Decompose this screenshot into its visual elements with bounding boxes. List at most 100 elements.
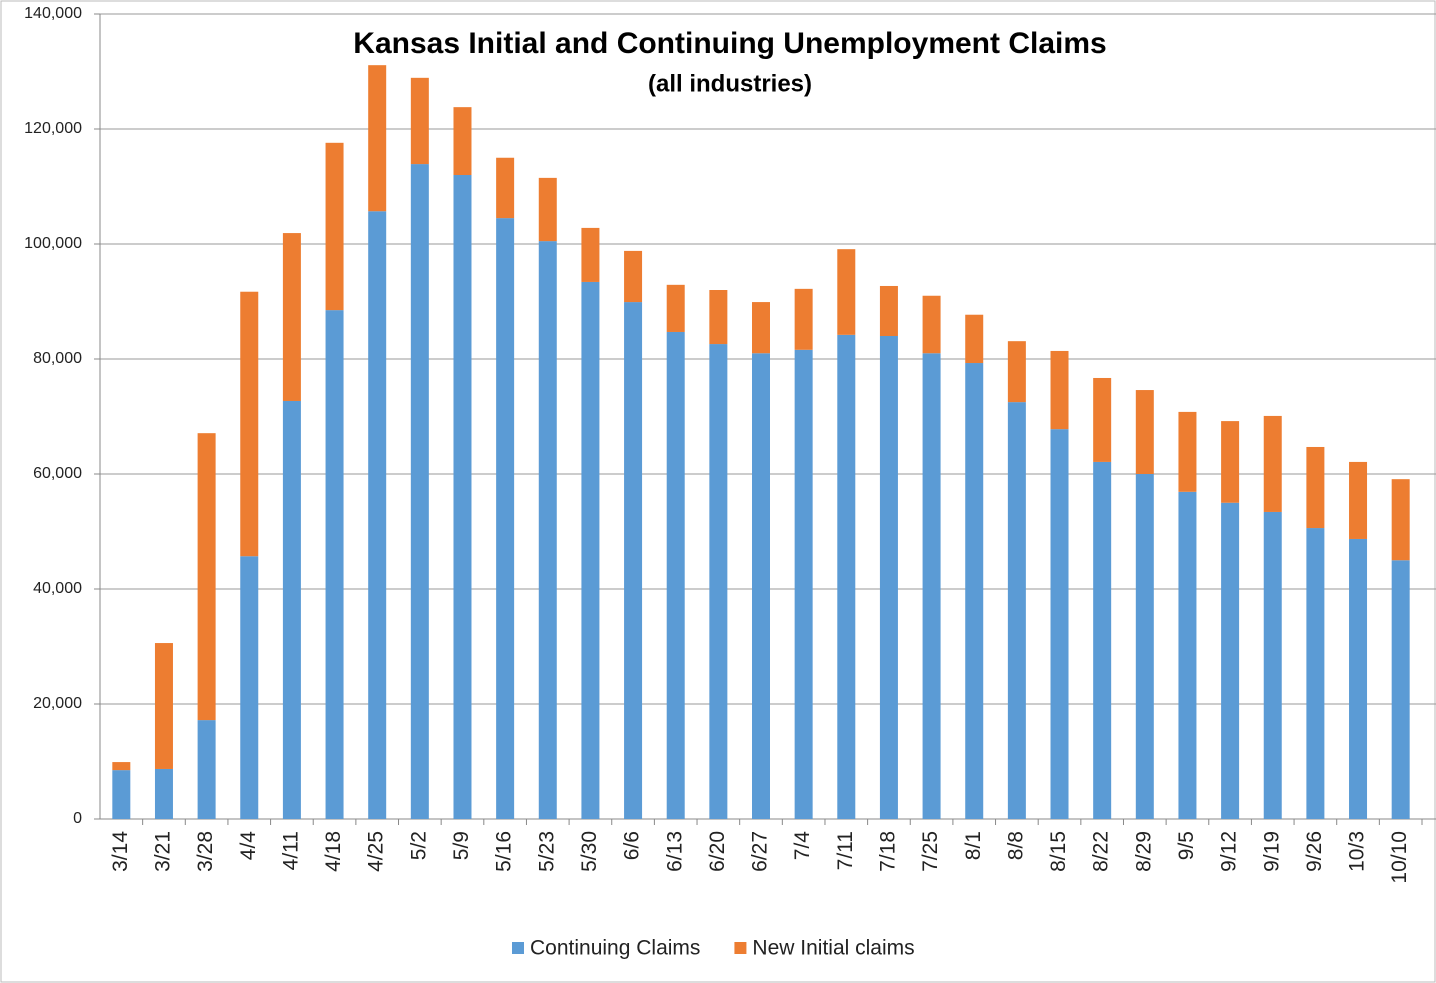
bar-segment <box>368 65 387 212</box>
bar-segment <box>282 233 301 401</box>
x-tick-label: 9/26 <box>1303 831 1326 872</box>
y-tick-label: 60,000 <box>33 465 82 482</box>
bar-segment <box>154 643 173 769</box>
bar-segment <box>879 285 898 336</box>
x-tick-label: 6/27 <box>749 831 772 872</box>
bar-segment <box>1349 461 1368 539</box>
x-tick-label: 5/23 <box>535 831 558 872</box>
bar-segment <box>837 334 856 819</box>
x-tick-label: 4/18 <box>322 831 345 872</box>
bar-segment <box>496 157 515 219</box>
x-tick-label: 9/12 <box>1218 831 1241 872</box>
bar-segment <box>965 363 984 819</box>
x-tick-label: 10/10 <box>1388 831 1411 884</box>
x-tick-label: 7/4 <box>791 831 814 861</box>
bar-segment <box>240 291 259 557</box>
bar-segment <box>794 288 813 350</box>
legend-label: New Initial claims <box>752 937 914 960</box>
x-tick-label: 7/25 <box>919 831 942 872</box>
bar-segment <box>496 218 515 819</box>
bar-segment <box>1178 491 1197 819</box>
bar-segment <box>879 336 898 819</box>
legend-swatch <box>512 942 524 954</box>
x-tick-label: 7/18 <box>876 831 899 872</box>
bar-segment <box>1135 390 1154 474</box>
bar-segment <box>410 164 429 819</box>
y-tick-label: 100,000 <box>24 235 82 252</box>
bar-segment <box>837 249 856 335</box>
bar-segment <box>1221 421 1240 503</box>
bar-segment <box>1050 350 1069 430</box>
chart-subtitle: (all industries) <box>648 70 812 97</box>
x-tick-label: 5/2 <box>407 831 430 860</box>
bar-segment <box>709 290 728 345</box>
bar-segment <box>965 314 984 364</box>
x-tick-label: 7/11 <box>834 831 857 870</box>
bar-segment <box>197 433 216 721</box>
legend-label: Continuing Claims <box>530 937 700 960</box>
x-tick-label: 8/29 <box>1132 831 1155 872</box>
bar-segment <box>1306 446 1325 529</box>
bar-segment <box>709 344 728 819</box>
bars <box>112 65 1410 820</box>
bar-segment <box>325 310 344 819</box>
bar-segment <box>1135 474 1154 819</box>
y-tick-label: 40,000 <box>33 580 82 597</box>
bar-segment <box>538 177 557 242</box>
x-tick-label: 6/6 <box>621 831 644 860</box>
bar-segment <box>1391 560 1410 819</box>
bar-segment <box>1306 528 1325 819</box>
bar-segment <box>1093 461 1112 819</box>
bar-segment <box>112 762 131 771</box>
bar-segment <box>1349 538 1368 819</box>
bar-segment <box>112 770 131 819</box>
bar-segment <box>922 295 941 354</box>
y-tick-label: 120,000 <box>24 120 82 137</box>
x-tick-label: 3/14 <box>109 831 132 872</box>
bar-segment <box>581 281 600 819</box>
y-tick-label: 140,000 <box>24 5 82 22</box>
x-tick-label: 8/22 <box>1090 831 1113 872</box>
bar-segment <box>410 77 429 165</box>
x-tick-label: 6/13 <box>663 831 686 872</box>
bar-segment <box>453 175 472 819</box>
bar-segment <box>581 227 600 282</box>
x-tick-label: 9/19 <box>1260 831 1283 872</box>
bar-segment <box>752 353 770 819</box>
x-tick-label: 4/4 <box>237 831 260 861</box>
bar-segment <box>368 211 387 820</box>
bar-segment <box>325 142 344 311</box>
bar-segment <box>1391 479 1410 561</box>
bar-segment <box>666 331 685 819</box>
bar-segment <box>752 302 770 354</box>
bar-segment <box>282 400 301 819</box>
x-tick-label: 4/25 <box>365 831 388 872</box>
x-tick-label: 5/9 <box>450 831 473 860</box>
y-tick-label: 80,000 <box>33 350 82 367</box>
bar-segment <box>1007 402 1026 819</box>
legend-swatch <box>734 942 747 954</box>
x-tick-label: 5/30 <box>578 831 601 872</box>
bar-segment <box>1093 377 1112 462</box>
x-tick-label: 5/16 <box>493 831 516 872</box>
bar-segment <box>794 349 813 819</box>
bar-segment <box>154 768 173 819</box>
x-tick-label: 8/1 <box>962 831 985 860</box>
x-tick-label: 6/20 <box>706 831 729 872</box>
x-tick-label: 8/15 <box>1047 831 1070 872</box>
y-tick-label: 0 <box>73 810 82 827</box>
bar-segment <box>666 284 685 332</box>
x-tick-label: 4/11 <box>279 831 302 870</box>
bar-segment <box>453 107 472 175</box>
x-tick-label: 3/28 <box>194 831 217 872</box>
bar-segment <box>1050 429 1069 819</box>
x-tick-label: 8/8 <box>1004 831 1027 860</box>
bar-segment <box>922 353 941 819</box>
x-tick-label: 3/21 <box>152 831 175 872</box>
bar-segment <box>1221 502 1240 819</box>
bar-segment <box>538 241 557 819</box>
x-tick-label: 9/5 <box>1175 831 1198 860</box>
y-tick-label: 20,000 <box>33 695 82 712</box>
bar-segment <box>624 302 643 819</box>
